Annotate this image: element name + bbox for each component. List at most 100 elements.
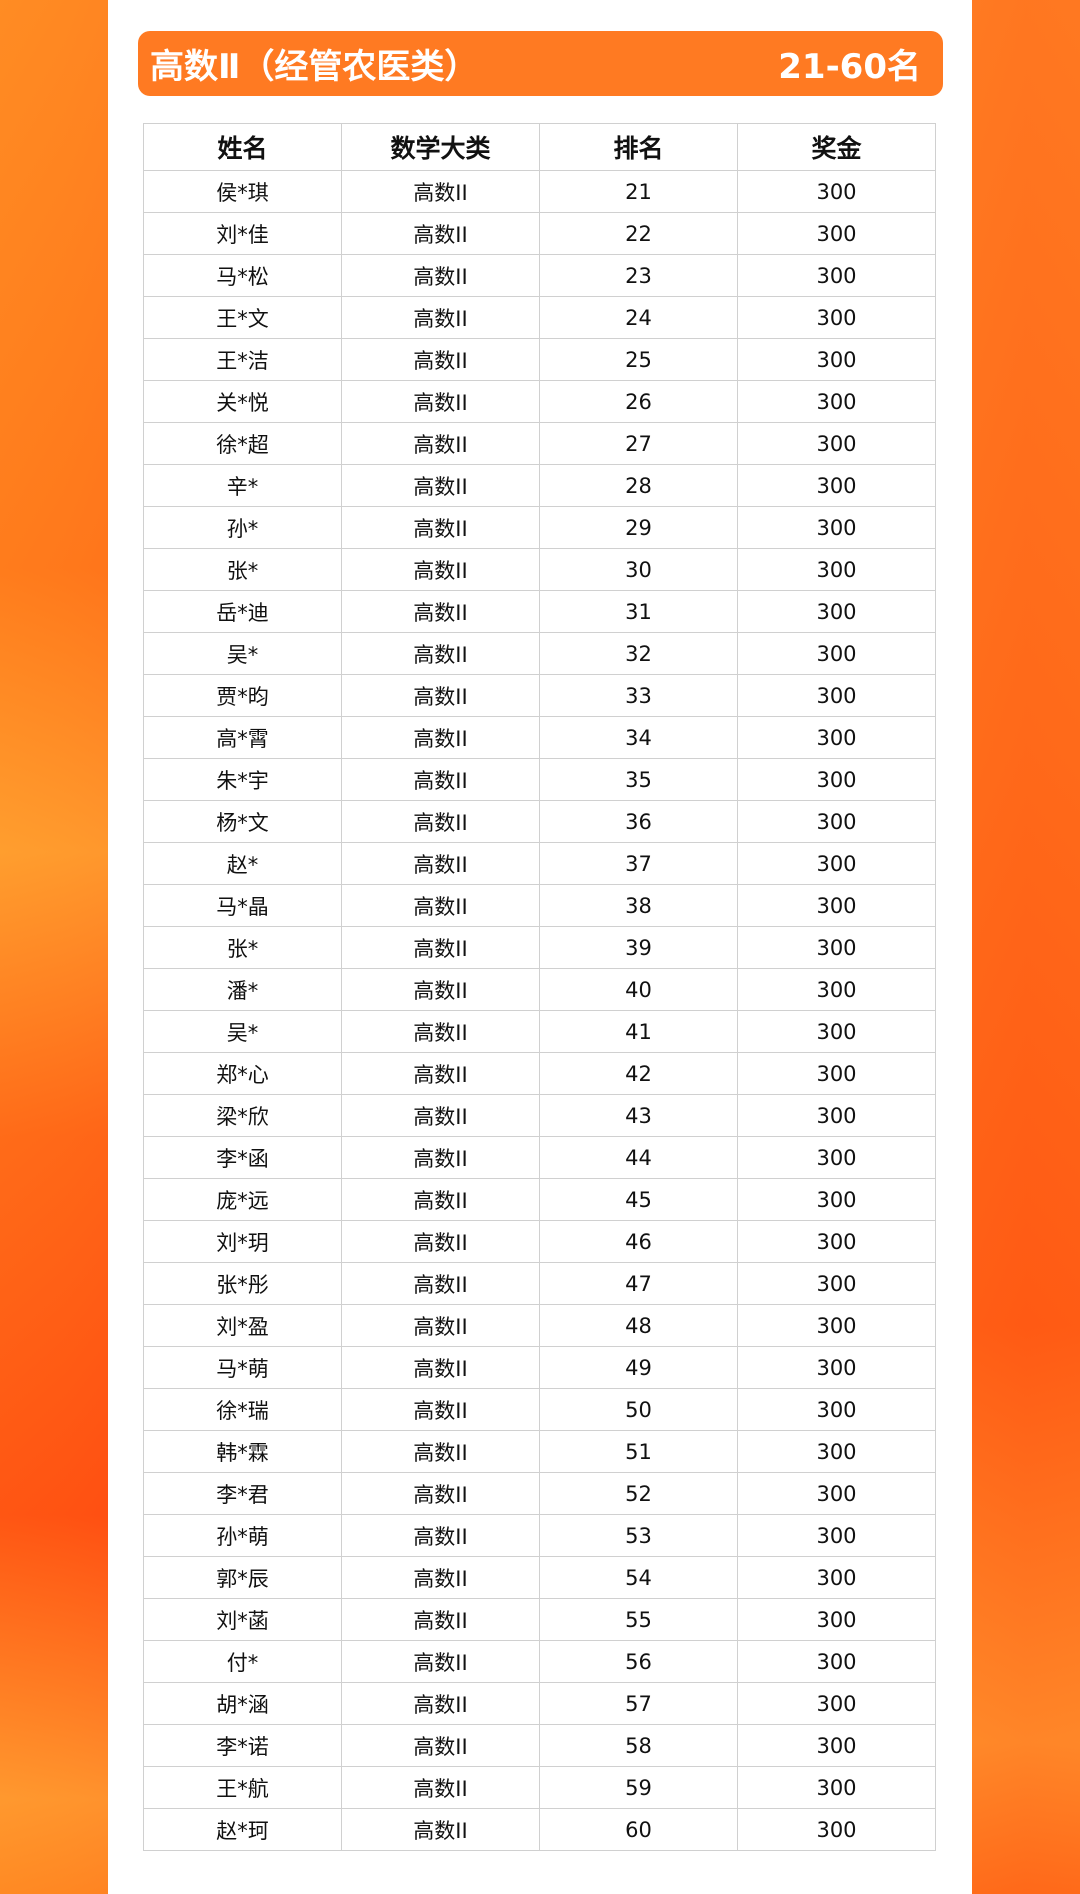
cell-category: 高数II	[341, 1010, 540, 1053]
background-decoration-right	[972, 0, 1080, 1894]
table-row: 马*萌 高数II 49 300	[143, 1346, 936, 1389]
cell-category: 高数II	[341, 632, 540, 675]
cell-rank: 49	[539, 1346, 738, 1389]
cell-category: 高数II	[341, 1598, 540, 1641]
cell-rank: 23	[539, 254, 738, 297]
cell-category: 高数II	[341, 1808, 540, 1851]
cell-category: 高数II	[341, 464, 540, 507]
cell-rank: 47	[539, 1262, 738, 1305]
cell-name: 孙*萌	[143, 1514, 342, 1557]
cell-name: 张*彤	[143, 1262, 342, 1305]
cell-name: 刘*佳	[143, 212, 342, 255]
cell-prize: 300	[737, 212, 936, 255]
section-title-bar: 高数Ⅱ（经管农医类） 21-60名	[138, 31, 943, 96]
cell-rank: 21	[539, 170, 738, 213]
cell-name: 高*霄	[143, 716, 342, 759]
cell-name: 李*函	[143, 1136, 342, 1179]
table-row: 刘*佳 高数II 22 300	[143, 212, 936, 255]
cell-category: 高数II	[341, 674, 540, 717]
table-row: 刘*玥 高数II 46 300	[143, 1220, 936, 1263]
table-row: 杨*文 高数II 36 300	[143, 800, 936, 843]
table-row: 吴* 高数II 32 300	[143, 632, 936, 675]
cell-rank: 53	[539, 1514, 738, 1557]
table-row: 张* 高数II 30 300	[143, 548, 936, 591]
cell-name: 辛*	[143, 464, 342, 507]
table-row: 徐*瑞 高数II 50 300	[143, 1388, 936, 1431]
cell-category: 高数II	[341, 170, 540, 213]
cell-name: 侯*琪	[143, 170, 342, 213]
table-row: 韩*霖 高数II 51 300	[143, 1430, 936, 1473]
cell-rank: 28	[539, 464, 738, 507]
cell-rank: 31	[539, 590, 738, 633]
cell-category: 高数II	[341, 1514, 540, 1557]
cell-name: 王*洁	[143, 338, 342, 381]
table-row: 岳*迪 高数II 31 300	[143, 590, 936, 633]
cell-prize: 300	[737, 1388, 936, 1431]
cell-name: 岳*迪	[143, 590, 342, 633]
cell-category: 高数II	[341, 1304, 540, 1347]
cell-name: 刘*盈	[143, 1304, 342, 1347]
cell-prize: 300	[737, 1262, 936, 1305]
cell-prize: 300	[737, 1178, 936, 1221]
cell-prize: 300	[737, 506, 936, 549]
table-row: 王*洁 高数II 25 300	[143, 338, 936, 381]
cell-prize: 300	[737, 548, 936, 591]
cell-prize: 300	[737, 632, 936, 675]
cell-name: 潘*	[143, 968, 342, 1011]
cell-prize: 300	[737, 1766, 936, 1809]
cell-name: 贾*昀	[143, 674, 342, 717]
cell-category: 高数II	[341, 1052, 540, 1095]
cell-name: 张*	[143, 548, 342, 591]
table-row: 辛* 高数II 28 300	[143, 464, 936, 507]
cell-category: 高数II	[341, 1178, 540, 1221]
cell-prize: 300	[737, 464, 936, 507]
table-row: 李*函 高数II 44 300	[143, 1136, 936, 1179]
cell-category: 高数II	[341, 1766, 540, 1809]
cell-prize: 300	[737, 1724, 936, 1767]
table-row: 张* 高数II 39 300	[143, 926, 936, 969]
cell-prize: 300	[737, 1052, 936, 1095]
cell-name: 韩*霖	[143, 1430, 342, 1473]
cell-rank: 33	[539, 674, 738, 717]
cell-rank: 26	[539, 380, 738, 423]
cell-category: 高数II	[341, 1556, 540, 1599]
cell-category: 高数II	[341, 1136, 540, 1179]
cell-name: 朱*宇	[143, 758, 342, 801]
cell-category: 高数II	[341, 506, 540, 549]
cell-prize: 300	[737, 1094, 936, 1137]
cell-name: 马*松	[143, 254, 342, 297]
cell-prize: 300	[737, 884, 936, 927]
cell-name: 徐*超	[143, 422, 342, 465]
cell-name: 郑*心	[143, 1052, 342, 1095]
cell-prize: 300	[737, 170, 936, 213]
cell-prize: 300	[737, 1346, 936, 1389]
cell-category: 高数II	[341, 1262, 540, 1305]
cell-category: 高数II	[341, 254, 540, 297]
table-row: 郑*心 高数II 42 300	[143, 1052, 936, 1095]
cell-prize: 300	[737, 758, 936, 801]
cell-rank: 32	[539, 632, 738, 675]
cell-rank: 35	[539, 758, 738, 801]
cell-name: 付*	[143, 1640, 342, 1683]
table-row: 李*诺 高数II 58 300	[143, 1724, 936, 1767]
cell-prize: 300	[737, 296, 936, 339]
cell-name: 李*君	[143, 1472, 342, 1515]
cell-category: 高数II	[341, 548, 540, 591]
cell-category: 高数II	[341, 338, 540, 381]
table-row: 马*松 高数II 23 300	[143, 254, 936, 297]
cell-category: 高数II	[341, 1430, 540, 1473]
table-row: 王*文 高数II 24 300	[143, 296, 936, 339]
cell-rank: 40	[539, 968, 738, 1011]
cell-rank: 60	[539, 1808, 738, 1851]
cell-rank: 29	[539, 506, 738, 549]
table-row: 李*君 高数II 52 300	[143, 1472, 936, 1515]
cell-name: 吴*	[143, 1010, 342, 1053]
table-row: 侯*琪 高数II 21 300	[143, 170, 936, 213]
cell-category: 高数II	[341, 212, 540, 255]
cell-rank: 42	[539, 1052, 738, 1095]
cell-prize: 300	[737, 422, 936, 465]
table-row: 吴* 高数II 41 300	[143, 1010, 936, 1053]
cell-rank: 27	[539, 422, 738, 465]
cell-rank: 34	[539, 716, 738, 759]
cell-name: 胡*涵	[143, 1682, 342, 1725]
